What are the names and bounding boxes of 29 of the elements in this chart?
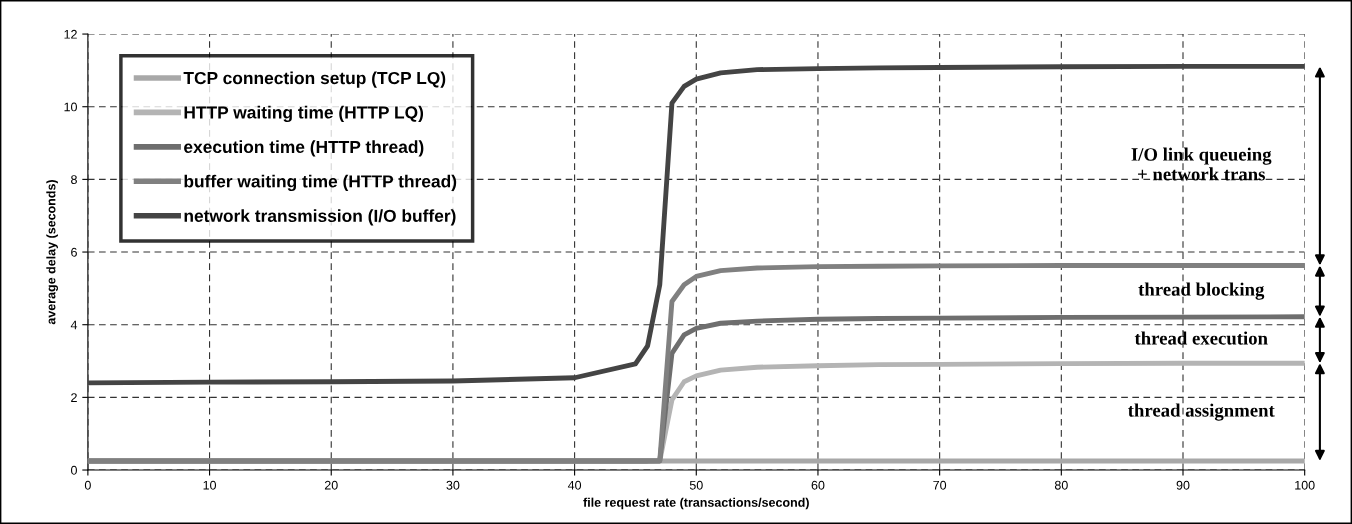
x-tick-label: 40 [567,480,582,490]
x-tick-label: 70 [933,480,947,490]
y-tick-label: 10 [64,102,77,112]
y-tick-label: 6 [71,247,77,257]
y-tick-label: 8 [71,175,77,185]
y-tick-label: 2 [71,393,77,402]
x-tick-label: 30 [446,480,460,490]
x-tick-label: 50 [689,480,703,490]
x-tick-label: 100 [1295,480,1315,490]
y-axis-title: average delay (seconds) [46,180,59,325]
x-tick-label: 80 [1054,480,1068,490]
legend-label: TCP connection setup (TCP LQ) [183,71,446,88]
legend-label: HTTP waiting time (HTTP LQ) [184,105,424,123]
legend-label: network transmission (I/O buffer) [184,209,456,226]
annotation: I/O link queueing + network trans [1131,147,1272,181]
annotation: thread blocking [1138,282,1265,300]
legend-label: execution time (HTTP thread) [184,140,424,157]
y-tick-label: 4 [70,320,78,330]
y-tick-label: 0 [71,465,77,475]
y-tick-label: 12 [64,29,77,39]
x-tick-label: 90 [1176,480,1190,490]
legend-label: buffer waiting time (HTTP thread) [184,174,457,192]
annotation: thread assignment [1128,403,1275,421]
x-axis-title: file request rate (transactions/second) [583,497,809,510]
x-tick-label: 0 [84,480,91,490]
x-tick-label: 60 [811,480,825,490]
annotation: thread execution [1134,331,1268,345]
x-tick-label: 20 [324,480,338,490]
x-tick-label: 10 [203,480,217,490]
